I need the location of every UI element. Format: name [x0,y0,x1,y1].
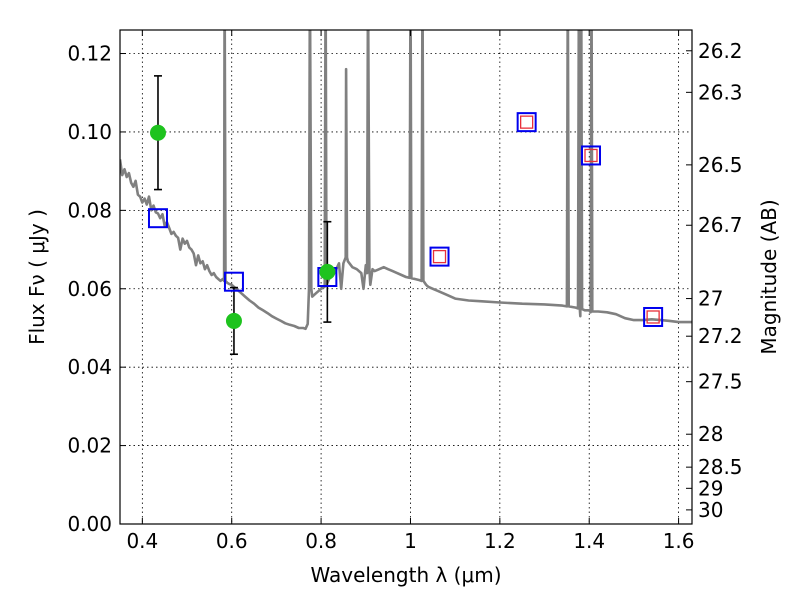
observed-point [319,263,336,280]
observed-point [225,312,242,329]
model-photometry-square [581,145,602,166]
axis-ticks: 0.4 0.6 0.8 1 1.2 1.4 1.6 0.00 0.02 0.04 0.06 0.08 0… [67,30,743,553]
x-tick-label: 0.4 [126,529,158,553]
y-tick-label: 0.02 [67,434,112,458]
model-photometry-inner-square [520,115,534,129]
y-tick-label: 0.08 [67,198,112,222]
magnitude-tick-label: 27 [698,287,723,311]
magnitude-tick-label: 26.3 [698,80,743,104]
model-spectrum-layer [120,30,692,331]
y-axis-right-label: Magnitude (AB) [757,199,781,354]
model-spectrum-line [120,30,692,331]
model-photometry-square [223,271,244,292]
y-axis-label: Flux Fν ( μJy ) [25,209,49,345]
x-tick-label: 1 [404,529,417,553]
plot-frame [119,29,693,525]
x-tick-label: 0.6 [216,529,248,553]
x-axis-label: Wavelength λ (μm) [310,563,501,587]
x-tick-label: 0.8 [305,529,337,553]
magnitude-tick-label: 27.5 [698,370,743,394]
model-photometry-inner-square [584,148,598,163]
magnitude-tick-label: 26.5 [698,153,743,177]
model-photometry-square [429,246,450,267]
y-tick-label: 0.06 [67,277,112,301]
y-tick-label: 0.12 [67,42,112,66]
y-tick-label: 0.04 [67,355,112,379]
model-photometry-inner-square [646,310,660,324]
magnitude-tick-label: 30 [698,498,723,522]
model-photometry-square [643,306,664,327]
x-tick-label: 1.2 [484,529,516,553]
magnitude-tick-label: 29 [698,476,723,500]
magnitude-tick-label: 28.5 [698,455,743,479]
magnitude-tick-label: 27.2 [698,324,743,348]
magnitude-tick-label: 28 [698,422,723,446]
magnitude-tick-label: 26.7 [698,213,743,237]
y-tick-label: 0.00 [67,512,112,536]
observed-point [149,124,166,141]
model-photometry-square [147,208,168,229]
data-marks-layer [147,75,664,356]
x-tick-label: 1.6 [663,529,695,553]
x-tick-label: 1.4 [573,529,605,553]
model-photometry-square [516,112,537,133]
y-tick-label: 0.10 [67,120,112,144]
magnitude-tick-label: 26.2 [698,39,743,63]
model-photometry-inner-square [432,249,447,264]
